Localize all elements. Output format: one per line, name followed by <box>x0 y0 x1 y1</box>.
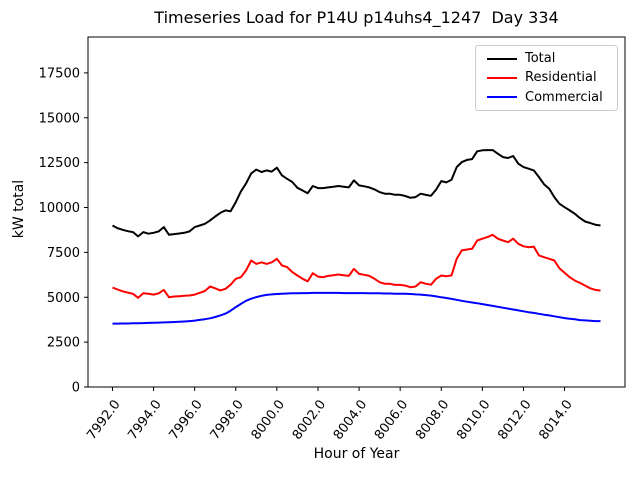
y-tick-label: 0 <box>72 381 80 396</box>
legend-line-total-swatch <box>487 57 517 60</box>
legend-label-total: Total <box>525 51 556 67</box>
x-tick-label: 8006.0 <box>372 397 411 442</box>
series-line-commercial <box>112 291 601 325</box>
chart-title: Timeseries Load for P14U p14uhs4_1247 Da… <box>154 8 559 27</box>
axes-frame <box>87 36 626 388</box>
series-line-residential <box>112 233 601 299</box>
x-tick-label: 7996.0 <box>166 397 205 442</box>
y-tick-label: 2500 <box>47 336 80 351</box>
legend-line-residential-swatch <box>487 76 517 79</box>
y-tick-label: 5000 <box>47 291 80 306</box>
x-tick-label: 7994.0 <box>125 397 164 442</box>
x-tick-label: 8012.0 <box>495 397 534 442</box>
y-tick-label: 17500 <box>39 66 80 81</box>
x-tick-label: 8004.0 <box>331 397 370 442</box>
legend-label-commercial: Commercial <box>525 89 603 105</box>
legend: Total Residential Commercial <box>475 45 618 111</box>
y-tick-label: 12500 <box>39 156 80 171</box>
y-tick-label: 7500 <box>47 246 80 261</box>
y-tick-label: 10000 <box>39 201 80 216</box>
legend-entry-total: Total <box>487 49 613 68</box>
x-tick-label: 8000.0 <box>249 397 288 442</box>
x-tick-label: 8014.0 <box>536 397 575 442</box>
legend-entry-commercial: Commercial <box>487 88 613 107</box>
x-tick-label: 8010.0 <box>454 397 493 442</box>
x-tick-label: 7998.0 <box>208 397 247 442</box>
y-tick-label: 15000 <box>39 111 80 126</box>
x-tick-label: 8002.0 <box>290 397 329 442</box>
x-tick-label: 7992.0 <box>84 397 123 442</box>
y-axis-label: kW total <box>11 179 27 239</box>
x-axis-label: Hour of Year <box>313 446 400 462</box>
x-tick-label: 8008.0 <box>413 397 452 442</box>
legend-label-residential: Residential <box>525 70 597 86</box>
legend-line-commercial-swatch <box>487 96 517 99</box>
legend-entry-residential: Residential <box>487 68 613 87</box>
series-line-total <box>112 149 601 238</box>
